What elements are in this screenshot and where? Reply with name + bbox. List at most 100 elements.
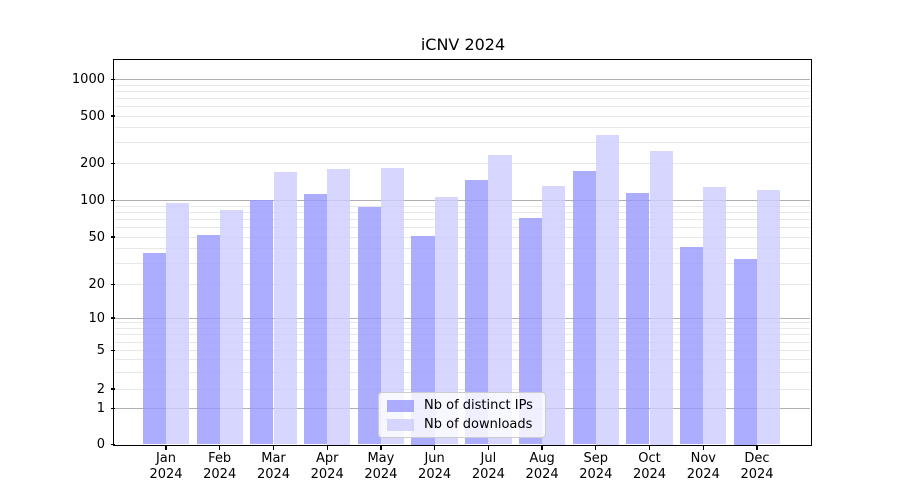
- x-tick-label: Dec 2024: [740, 451, 774, 482]
- bar-distinct-ips-dec: [733, 258, 757, 445]
- y-tick-mark: [110, 407, 115, 410]
- x-tick-label: Oct 2024: [632, 451, 667, 482]
- x-tick-mark: [165, 446, 167, 451]
- bar-downloads-sep: [595, 134, 619, 445]
- gridline-minor: [115, 388, 810, 390]
- x-tick-mark: [702, 446, 704, 451]
- gridline-minor: [115, 226, 810, 228]
- x-tick-label: Feb 2024: [203, 451, 237, 482]
- x-tick-mark: [595, 446, 597, 451]
- legend-item: Nb of downloads: [387, 417, 537, 433]
- legend-label: Nb of distinct IPs: [424, 397, 533, 413]
- gridline-minor: [115, 322, 810, 324]
- gridline-minor: [115, 359, 810, 361]
- x-tick-mark: [487, 446, 490, 451]
- y-tick-mark: [110, 349, 115, 352]
- y-tick-label: 2: [96, 381, 105, 397]
- x-tick-label: Apr 2024: [310, 451, 344, 482]
- y-tick-mark: [110, 199, 115, 202]
- x-tick-mark: [380, 446, 382, 451]
- gridline-minor: [115, 350, 810, 351]
- gridline-minor: [115, 263, 810, 264]
- x-tick-label: Mar 2024: [256, 451, 291, 482]
- gridline-minor: [115, 205, 810, 207]
- x-tick-label: Sep 2024: [579, 451, 613, 482]
- y-tick-label: 5: [96, 343, 105, 358]
- bar-downloads-jul: [488, 155, 512, 445]
- y-tick-label: 1: [96, 401, 105, 416]
- y-tick-label: 1000: [71, 72, 105, 87]
- legend-swatch-downloads: [387, 418, 414, 431]
- y-tick-label: 500: [80, 108, 105, 124]
- y-tick-label: 50: [88, 229, 105, 245]
- gridline-minor: [115, 162, 810, 164]
- y-tick-label: 100: [80, 192, 105, 208]
- gridline-minor: [115, 115, 810, 117]
- gridline-minor: [115, 328, 810, 329]
- legend-swatch-distinct-ips: [387, 399, 414, 412]
- gridline-minor: [115, 127, 810, 128]
- bar-distinct-ips-apr: [304, 194, 328, 445]
- bar-downloads-jun: [434, 197, 458, 445]
- plot-area: [115, 61, 810, 445]
- bar-distinct-ips-jan: [142, 252, 166, 445]
- x-tick-label: May 2024: [364, 451, 398, 482]
- bar-downloads-nov: [703, 187, 727, 445]
- gridline-minor: [115, 371, 810, 373]
- bar-downloads-may: [380, 168, 405, 445]
- y-tick-mark: [110, 78, 115, 81]
- y-tick-label: 200: [80, 155, 105, 171]
- x-tick-label: Jul 2024: [471, 451, 505, 482]
- gridline-minor: [115, 248, 810, 250]
- y-tick-label: 0: [96, 437, 105, 452]
- y-tick-label: 20: [88, 277, 105, 292]
- bar-distinct-ips-may: [357, 206, 381, 445]
- y-tick-mark: [110, 283, 115, 286]
- bar-downloads-dec: [757, 189, 781, 445]
- gridline-minor: [115, 341, 810, 343]
- x-tick-label: Jan 2024: [149, 451, 183, 482]
- x-tick-mark: [648, 446, 651, 451]
- x-tick-label: Jun 2024: [418, 451, 452, 482]
- legend-label: Nb of downloads: [424, 416, 533, 432]
- y-tick-mark: [110, 317, 115, 319]
- x-tick-mark: [756, 446, 758, 451]
- y-tick-label: 10: [88, 310, 105, 326]
- gridline-minor: [115, 236, 810, 238]
- bar-distinct-ips-jul: [465, 179, 489, 445]
- bar-distinct-ips-nov: [680, 247, 704, 445]
- x-tick-mark: [272, 446, 275, 451]
- legend-item: Nb of distinct IPs: [387, 398, 537, 414]
- bar-distinct-ips-feb: [196, 234, 220, 445]
- gridline-minor: [115, 334, 810, 336]
- x-tick-mark: [433, 446, 436, 451]
- y-tick-mark: [110, 236, 115, 238]
- y-tick-mark: [110, 443, 115, 446]
- chart-title: iCNV 2024: [420, 35, 506, 54]
- bar-downloads-mar: [273, 172, 297, 445]
- bar-distinct-ips-mar: [250, 200, 274, 445]
- x-tick-mark: [541, 446, 543, 451]
- bar-downloads-feb: [219, 209, 243, 445]
- bar-distinct-ips-oct: [626, 192, 650, 445]
- gridline-minor: [115, 90, 810, 92]
- x-tick-mark: [219, 446, 221, 451]
- y-tick-mark: [110, 162, 115, 165]
- gridline-minor: [115, 141, 810, 143]
- bar-downloads-apr: [327, 169, 351, 445]
- gridline-minor: [115, 211, 810, 213]
- gridline-minor: [115, 218, 810, 220]
- bar-downloads-oct: [649, 151, 673, 445]
- bar-distinct-ips-sep: [572, 170, 596, 445]
- gridline-major: [115, 317, 810, 319]
- legend: Nb of distinct IPs Nb of downloads: [378, 392, 546, 438]
- y-tick-mark: [110, 388, 115, 390]
- gridline-minor: [115, 284, 810, 285]
- gridline-major: [115, 199, 810, 201]
- bar-distinct-ips-aug: [518, 217, 543, 445]
- bar-downloads-jan: [166, 202, 190, 445]
- gridline-major: [115, 79, 810, 80]
- x-tick-mark: [326, 446, 328, 451]
- y-tick-mark: [110, 115, 115, 117]
